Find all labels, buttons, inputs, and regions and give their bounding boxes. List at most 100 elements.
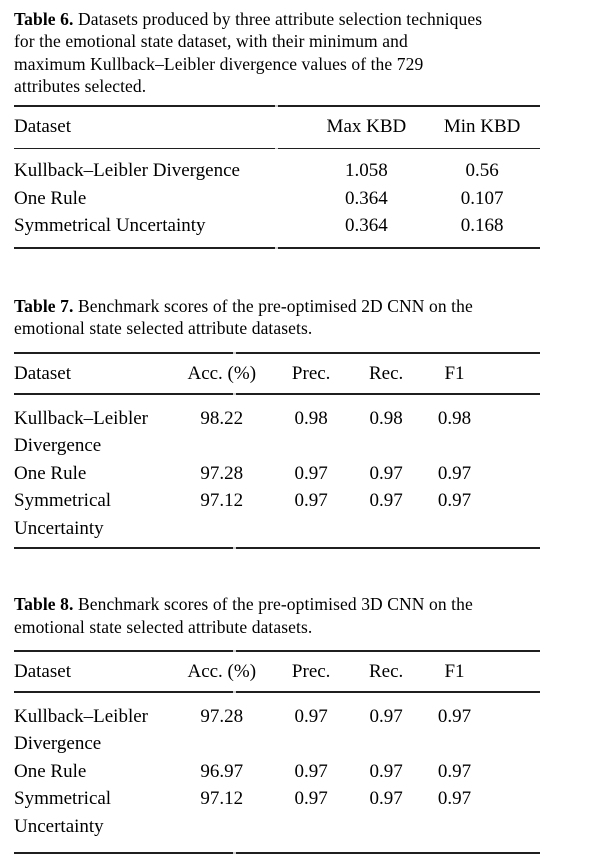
table-8-header: Dataset Acc. (%) Prec. Rec. F1: [14, 652, 540, 691]
column-header-dataset: Dataset: [14, 116, 71, 138]
column-header-dataset: Dataset: [14, 363, 71, 385]
spacer-cell: [487, 395, 540, 460]
cell-f1: 0.97: [437, 490, 472, 512]
cell-max-kbd: 1.058: [345, 160, 388, 182]
column-header-max-kbd: Max KBD: [326, 116, 407, 138]
cell-recall: 0.97: [369, 490, 403, 512]
cell-f1: 0.98: [437, 407, 472, 429]
table-6-body: Kullback–Leibler Divergence 1.058 0.56 O…: [14, 149, 540, 247]
column-header-min-kbd: Min KBD: [443, 116, 521, 138]
table-7-section: Table 7. Benchmark scores of the pre-opt…: [14, 295, 596, 550]
column-header-f1: F1: [444, 363, 465, 385]
cell-f1: 0.97: [437, 788, 472, 810]
cell-dataset: Symmetrical Uncertainty: [14, 490, 112, 539]
spacer-cell: [487, 785, 540, 852]
table-8-caption-label: Table 8.: [14, 594, 74, 615]
spacer-cell: [487, 354, 540, 393]
cell-precision: 0.97: [294, 462, 328, 484]
cell-min-kbd: 0.107: [460, 187, 504, 209]
table-6-header-row: Dataset Max KBD Min KBD: [14, 107, 540, 148]
cell-precision: 0.97: [294, 788, 328, 810]
table-6-caption: Table 6. Datasets produced by three attr…: [14, 8, 596, 98]
table-7-top-rule: [14, 352, 540, 355]
cell-dataset: Kullback–Leibler Divergence: [14, 160, 240, 182]
cell-dataset: Symmetrical Uncertainty: [14, 788, 112, 837]
table-8-bottom-rule: [14, 852, 540, 855]
cell-precision: 0.97: [294, 760, 328, 782]
cell-precision: 0.97: [294, 705, 328, 727]
table-row: Kullback–Leibler Divergence 1.058 0.56: [14, 149, 540, 185]
table-8-caption-text: Benchmark scores of the pre-optimised 3D…: [14, 594, 473, 637]
spacer-cell: [487, 693, 540, 758]
column-header-recall: Rec.: [368, 661, 404, 682]
cell-accuracy: 97.12: [200, 490, 244, 512]
table-7-mid-rule: [14, 393, 540, 395]
column-header-precision: Prec.: [291, 661, 331, 682]
column-header-accuracy: Acc. (%): [187, 363, 257, 385]
table-row: One Rule 97.28 0.97 0.97 0.97: [14, 460, 540, 488]
cell-recall: 0.97: [369, 788, 403, 810]
table-7-caption-label: Table 7.: [14, 295, 74, 316]
table-8-top-rule: [14, 650, 540, 653]
table-6-top-rule: [14, 104, 540, 107]
cell-recall: 0.97: [369, 705, 403, 727]
cell-precision: 0.98: [294, 407, 328, 429]
table-7-header-row: Dataset Acc. (%) Prec. Rec. F1: [14, 354, 540, 393]
table-7-header: Dataset Acc. (%) Prec. Rec. F1: [14, 354, 540, 393]
table-8-caption: Table 8. Benchmark scores of the pre-opt…: [14, 593, 596, 638]
spacer-cell: [487, 487, 540, 547]
table-7-bottom-rule: [14, 547, 540, 550]
column-header-precision: Prec.: [291, 363, 331, 385]
cell-dataset: Kullback–Leibler Divergence: [14, 705, 149, 755]
table-7-caption-text: Benchmark scores of the pre-optimised 2D…: [14, 295, 473, 339]
table-row: Kullback–Leibler Divergence 98.22 0.98 0…: [14, 395, 540, 460]
table-row: Symmetrical Uncertainty 0.364 0.168: [14, 212, 540, 247]
table-6-caption-label: Table 6.: [14, 9, 74, 29]
table-8-section: Table 8. Benchmark scores of the pre-opt…: [14, 593, 596, 855]
column-header-recall: Rec.: [368, 363, 404, 385]
table-8-mid-rule: [14, 691, 540, 693]
cell-accuracy: 97.28: [200, 462, 244, 484]
table-6-header: Dataset Max KBD Min KBD: [14, 107, 540, 148]
cell-dataset: One Rule: [14, 462, 87, 484]
cell-dataset: One Rule: [14, 760, 87, 782]
cell-dataset: Symmetrical Uncertainty: [14, 215, 206, 237]
cell-f1: 0.97: [437, 760, 472, 782]
spacer-cell: [487, 758, 540, 786]
table-7-body: Kullback–Leibler Divergence 98.22 0.98 0…: [14, 395, 540, 548]
cell-recall: 0.97: [369, 760, 403, 782]
cell-recall: 0.98: [369, 407, 403, 429]
cell-dataset: Kullback–Leibler Divergence: [14, 407, 149, 457]
table-6-section: Table 6. Datasets produced by three attr…: [14, 8, 596, 249]
cell-accuracy: 96.97: [200, 760, 244, 782]
cell-max-kbd: 0.364: [345, 187, 388, 209]
cell-min-kbd: 0.56: [465, 160, 499, 182]
spacer-cell: [487, 652, 540, 691]
column-header-accuracy: Acc. (%): [187, 661, 257, 682]
column-header-dataset: Dataset: [14, 661, 71, 682]
cell-accuracy: 97.12: [200, 788, 244, 810]
spacer-cell: [487, 460, 540, 488]
cell-recall: 0.97: [369, 462, 403, 484]
table-8-header-row: Dataset Acc. (%) Prec. Rec. F1: [14, 652, 540, 691]
table-row: Symmetrical Uncertainty 97.12 0.97 0.97 …: [14, 487, 540, 547]
cell-max-kbd: 0.364: [345, 215, 388, 237]
table-7-caption: Table 7. Benchmark scores of the pre-opt…: [14, 295, 596, 340]
table-6-caption-text: Datasets produced by three attribute sel…: [14, 9, 483, 97]
cell-min-kbd: 0.168: [460, 215, 504, 237]
table-8-body: Kullback–Leibler Divergence 97.28 0.97 0…: [14, 693, 540, 853]
column-header-f1: F1: [444, 661, 465, 682]
table-row: One Rule 0.364 0.107: [14, 185, 540, 213]
cell-f1: 0.97: [437, 462, 472, 484]
table-6-mid-rule: [14, 147, 540, 150]
table-6-bottom-rule: [14, 246, 540, 249]
table-row: One Rule 96.97 0.97 0.97 0.97: [14, 758, 540, 786]
cell-accuracy: 97.28: [200, 705, 244, 727]
table-row: Symmetrical Uncertainty 97.12 0.97 0.97 …: [14, 785, 540, 852]
cell-accuracy: 98.22: [200, 407, 244, 429]
cell-dataset: One Rule: [14, 187, 87, 209]
cell-f1: 0.97: [437, 705, 472, 727]
table-row: Kullback–Leibler Divergence 97.28 0.97 0…: [14, 693, 540, 758]
cell-precision: 0.97: [294, 490, 328, 512]
